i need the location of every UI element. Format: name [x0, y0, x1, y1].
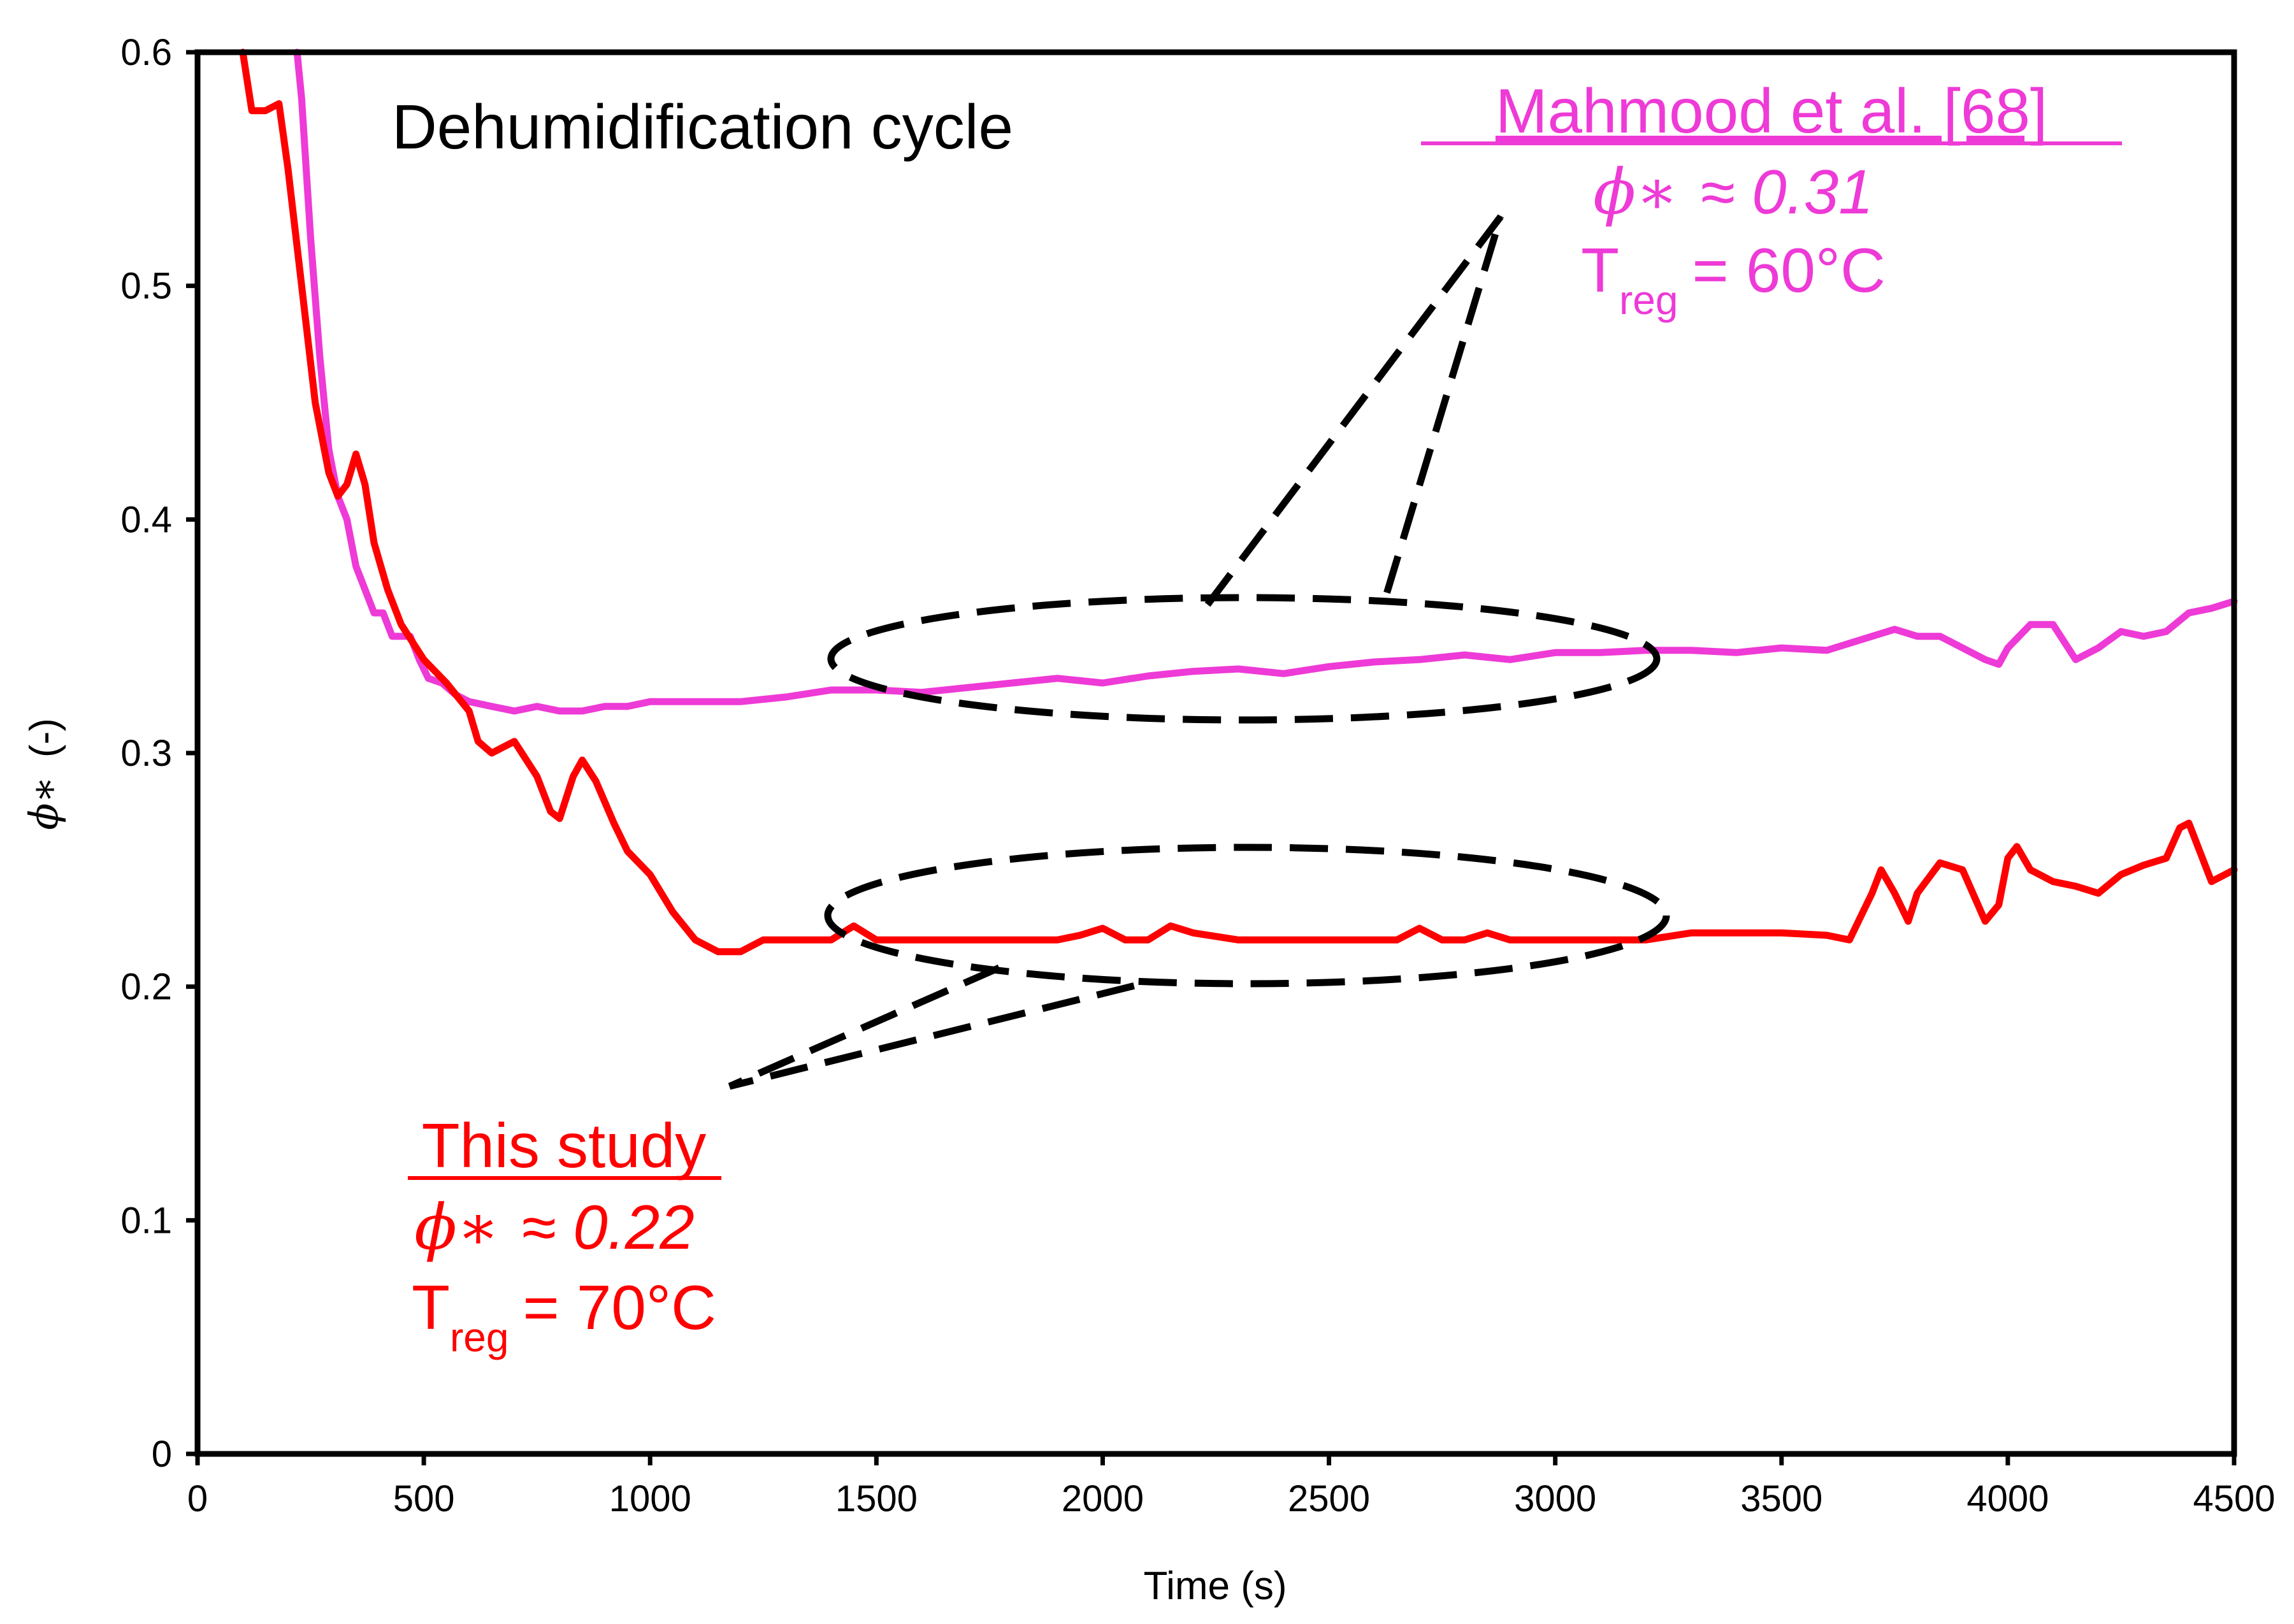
annotation-study: This study ϕ∗ ≈ 0.22 Treg = 70°C [408, 1110, 721, 1360]
series-line-this-study [239, 48, 2238, 956]
annotation-mahmood: Mahmood et al. [68] ϕ∗ ≈ 0.31 Treg = 60°C [1421, 76, 2122, 323]
y-tick-label: 0.1 [120, 1200, 172, 1241]
annotation-mahmood-t-sub: reg [1619, 277, 1678, 323]
annotation-study-value: ≈ 0.22 [521, 1192, 695, 1262]
annotation-study-t-value: = 70°C [523, 1272, 716, 1342]
svg-text:Treg= 60°C: Treg = 60°C [1581, 235, 1886, 323]
annotation-mahmood-symbol: ϕ∗ [1593, 156, 1678, 229]
y-axis-unit: (-) [22, 718, 66, 758]
callout-mahmood-ellipse [827, 594, 1661, 724]
x-tick-label: 3500 [1740, 1478, 1822, 1520]
y-tick-label: 0.5 [120, 266, 172, 307]
svg-text:Treg= 70°C: Treg = 70°C [412, 1272, 716, 1360]
x-tick-label: 3000 [1514, 1478, 1596, 1520]
annotation-mahmood-t: T [1581, 235, 1619, 305]
annotation-study-underline [408, 1176, 721, 1180]
x-tick-label: 0 [187, 1478, 208, 1520]
callout-study [728, 844, 1670, 1090]
annotation-mahmood-value: ≈ 0.31 [1700, 157, 1873, 227]
x-axis-title: Time (s) [1144, 1564, 1287, 1608]
x-tick-label: 4000 [1966, 1478, 2049, 1520]
annotation-mahmood-title: Mahmood et al. [68] [1496, 76, 2047, 146]
svg-text:ϕ∗ ≈ 0.22: ϕ∗ ≈ 0.22 [414, 1191, 695, 1264]
x-tick-label: 1000 [609, 1478, 691, 1520]
callout-mahmood [827, 214, 1661, 724]
y-axis-title: ϕ∗ (-) [20, 718, 67, 830]
annotation-mahmood-underline [1421, 141, 2122, 145]
y-tick-label: 0.2 [120, 966, 172, 1008]
annotation-study-symbol: ϕ∗ [414, 1191, 499, 1264]
y-tick-label: 0.6 [120, 32, 172, 73]
annotation-study-t-sub: reg [450, 1314, 509, 1360]
x-tick-label: 500 [393, 1478, 455, 1520]
x-axis-ticks: 0 500 1000 1500 2000 2500 3000 3500 4000 4500 [187, 1454, 2276, 1520]
y-tick-label: 0.4 [120, 499, 172, 540]
y-tick-label: 0 [152, 1434, 172, 1475]
x-tick-label: 4500 [2193, 1478, 2275, 1520]
callout-mahmood-pointer [1204, 214, 1504, 607]
annotation-study-t: T [412, 1272, 450, 1342]
callout-study-ellipse [824, 844, 1670, 988]
y-axis-ticks: 0 0.1 0.2 0.3 0.4 0.5 0.6 [120, 32, 198, 1475]
svg-text:ϕ∗ (-): ϕ∗ (-) [20, 718, 67, 830]
series-line-mahmood [293, 48, 2238, 715]
x-tick-label: 2500 [1288, 1478, 1370, 1520]
annotation-study-title: This study [422, 1110, 707, 1181]
x-tick-label: 2000 [1062, 1478, 1144, 1520]
plot-frame [194, 49, 2237, 1457]
y-tick-label: 0.3 [120, 733, 172, 774]
svg-text:ϕ∗ ≈ 0.31: ϕ∗ ≈ 0.31 [1593, 156, 1873, 229]
y-axis-symbol: ϕ∗ [20, 776, 67, 830]
series-layer [239, 48, 2238, 956]
chart-title: Dehumidification cycle [392, 92, 1013, 162]
annotation-mahmood-t-value: = 60°C [1692, 235, 1885, 305]
callout-study-pointer [728, 964, 1151, 1090]
x-tick-label: 1500 [835, 1478, 918, 1520]
